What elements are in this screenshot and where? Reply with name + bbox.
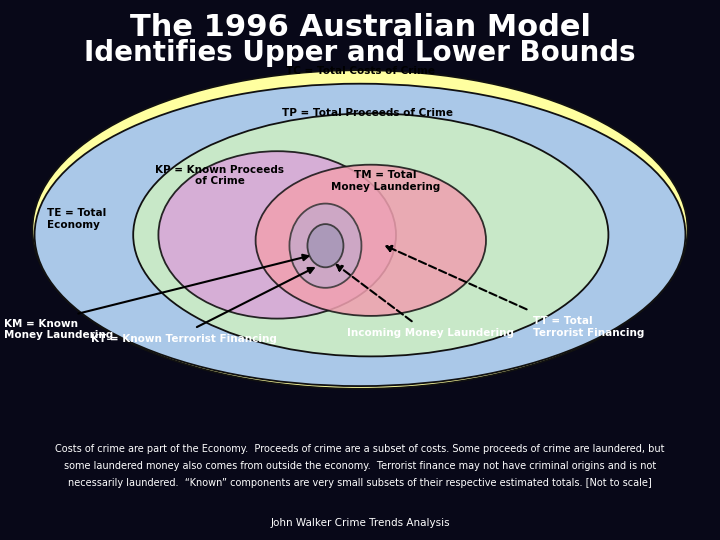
Text: KT = Known Terrorist Financing: KT = Known Terrorist Financing bbox=[91, 334, 276, 344]
Ellipse shape bbox=[289, 204, 361, 288]
Text: KP = Known Proceeds
of Crime: KP = Known Proceeds of Crime bbox=[155, 165, 284, 186]
Text: some laundered money also comes from outside the economy.  Terrorist finance may: some laundered money also comes from out… bbox=[64, 461, 656, 471]
Text: TC = Total Costs of Crime: TC = Total Costs of Crime bbox=[286, 66, 434, 76]
Text: Costs of crime are part of the Economy.  Proceeds of crime are a subset of costs: Costs of crime are part of the Economy. … bbox=[55, 444, 665, 454]
Text: necessarily laundered.  “Known” components are very small subsets of their respe: necessarily laundered. “Known” component… bbox=[68, 478, 652, 489]
Text: Identifies Upper and Lower Bounds: Identifies Upper and Lower Bounds bbox=[84, 39, 636, 67]
Text: TT = Total
Terrorist Financing: TT = Total Terrorist Financing bbox=[533, 316, 644, 338]
Ellipse shape bbox=[158, 151, 396, 319]
Text: Incoming Money Laundering: Incoming Money Laundering bbox=[347, 328, 514, 339]
Text: TP = Total Proceeds of Crime: TP = Total Proceeds of Crime bbox=[282, 108, 453, 118]
Ellipse shape bbox=[307, 224, 343, 267]
Text: John Walker Crime Trends Analysis: John Walker Crime Trends Analysis bbox=[270, 518, 450, 528]
Ellipse shape bbox=[256, 165, 486, 316]
Ellipse shape bbox=[32, 70, 688, 389]
Ellipse shape bbox=[133, 113, 608, 356]
Text: TM = Total
Money Laundering: TM = Total Money Laundering bbox=[330, 170, 440, 192]
Ellipse shape bbox=[35, 84, 685, 386]
Text: TE = Total
Economy: TE = Total Economy bbox=[47, 208, 106, 230]
Text: The 1996 Australian Model: The 1996 Australian Model bbox=[130, 14, 590, 43]
Text: KM = Known
Money Laundering: KM = Known Money Laundering bbox=[4, 319, 113, 340]
